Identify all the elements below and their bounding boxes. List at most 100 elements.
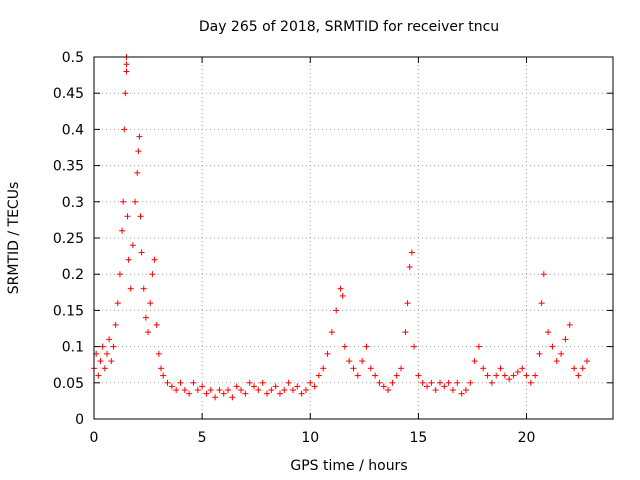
data-point (149, 271, 156, 278)
data-point (398, 365, 405, 372)
data-point (363, 343, 370, 350)
data-point (97, 358, 104, 365)
data-point (106, 336, 113, 343)
data-point (497, 365, 504, 372)
data-point (101, 365, 108, 372)
data-point (428, 379, 435, 386)
data-point (190, 379, 197, 386)
data-point (527, 379, 534, 386)
data-point (367, 365, 374, 372)
data-point (346, 358, 353, 365)
data-point (155, 350, 162, 357)
data-point (545, 329, 552, 336)
data-point (272, 383, 279, 390)
data-point (467, 379, 474, 386)
x-tick-label: 10 (301, 430, 319, 446)
plot-frame (93, 56, 614, 420)
data-point (95, 372, 102, 379)
x-tick-label: 0 (90, 430, 99, 446)
data-point (298, 390, 305, 397)
data-point (538, 300, 545, 307)
data-point (147, 300, 154, 307)
data-point (135, 148, 142, 155)
data-point (225, 387, 232, 394)
data-point (333, 307, 340, 314)
data-point (411, 343, 418, 350)
y-tick-label: 0.4 (62, 122, 84, 138)
data-point (311, 383, 318, 390)
data-point (437, 379, 443, 386)
data-point (307, 379, 314, 386)
data-point (359, 358, 366, 365)
data-point (246, 379, 253, 386)
data-point (138, 249, 145, 256)
data-point (103, 350, 110, 357)
data-point (471, 358, 478, 365)
data-point (142, 314, 149, 321)
data-point (415, 372, 422, 379)
data-point (120, 198, 127, 205)
data-point (194, 387, 201, 394)
data-point (140, 285, 147, 292)
x-tick-label: 20 (518, 430, 536, 446)
data-point (424, 383, 431, 390)
data-point (276, 390, 283, 397)
data-point (579, 365, 586, 372)
data-point (114, 300, 121, 307)
data-point (484, 372, 491, 379)
data-point (566, 321, 573, 328)
data-point (488, 379, 495, 386)
data-point (207, 387, 214, 394)
data-point (385, 387, 392, 394)
data-point (449, 387, 456, 394)
data-point (153, 321, 160, 328)
data-point (229, 394, 236, 401)
data-point (186, 390, 193, 397)
data-point (510, 372, 517, 379)
data-point (116, 271, 123, 278)
data-point (281, 387, 288, 394)
data-point (168, 383, 175, 390)
data-point (136, 133, 143, 140)
data-point (302, 387, 309, 394)
data-point (376, 379, 383, 386)
grid-lines (94, 57, 613, 419)
data-point (404, 300, 411, 307)
data-point (402, 329, 409, 336)
y-tick-label: 0.25 (53, 231, 84, 247)
data-point (354, 372, 361, 379)
data-point (203, 390, 210, 397)
y-axis-ticks: 0 0.05 0.1 0.15 0.2 0.25 0.3 0.35 0.4 0.45 0.5 (53, 50, 613, 428)
data-point (121, 126, 128, 133)
x-tick-label: 15 (409, 430, 427, 446)
data-point (99, 343, 106, 350)
data-point (458, 390, 465, 397)
x-axis-label: GPS time / hours (290, 458, 407, 474)
data-point (519, 365, 526, 372)
data-point (320, 365, 327, 372)
data-point (151, 256, 158, 263)
data-point (445, 379, 452, 386)
data-point (350, 365, 357, 372)
data-point (181, 387, 188, 394)
data-point (315, 372, 322, 379)
data-point (137, 213, 144, 220)
data-point (164, 379, 171, 386)
data-point (380, 383, 387, 390)
data-point (501, 372, 508, 379)
data-point (562, 336, 569, 343)
data-point (339, 292, 346, 299)
data-points (91, 54, 591, 401)
y-axis-label: SRMTID / TECUs (6, 182, 22, 295)
data-point (242, 390, 249, 397)
data-point (294, 383, 301, 390)
data-point (251, 383, 258, 390)
data-point (123, 68, 130, 75)
y-tick-label: 0.45 (53, 86, 84, 102)
data-point (328, 329, 335, 336)
data-point (462, 387, 469, 394)
data-point (238, 387, 245, 394)
y-tick-label: 0.3 (62, 195, 84, 211)
data-point (124, 213, 131, 220)
